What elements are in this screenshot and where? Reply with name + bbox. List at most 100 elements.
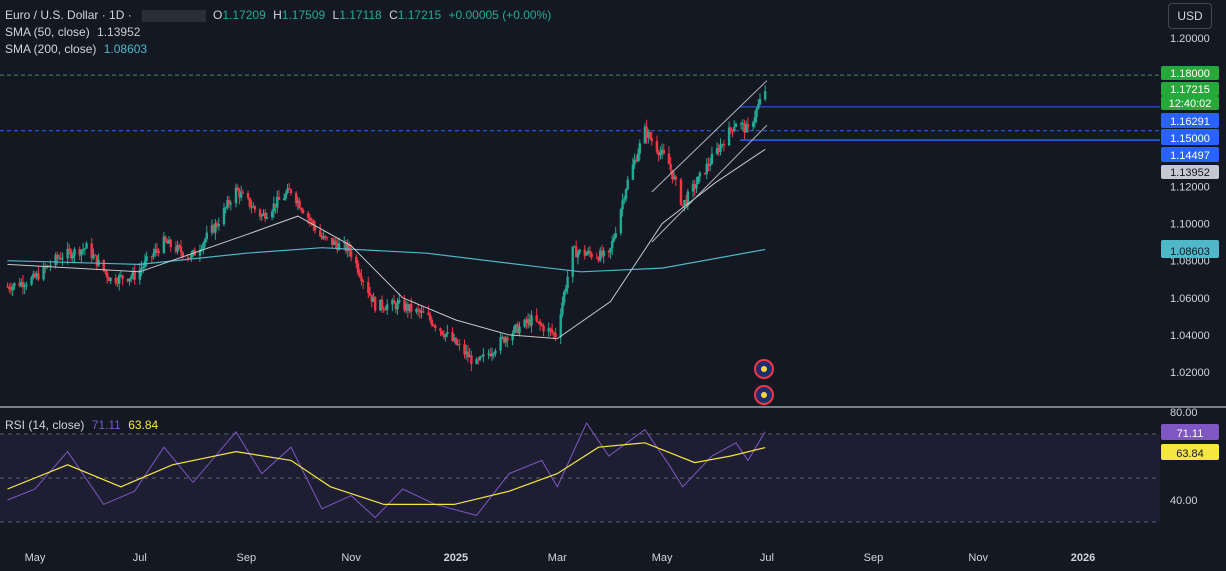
- price-tag-bg: [1161, 165, 1219, 179]
- candle-body: [434, 325, 437, 329]
- sma200-value: 1.08603: [103, 42, 148, 56]
- sma50-legend[interactable]: SMA (50, close) 1.13952: [5, 25, 144, 39]
- candle-body: [145, 256, 148, 261]
- candle-body: [480, 356, 483, 358]
- candle-body: [234, 187, 238, 204]
- currency-button[interactable]: USD: [1168, 3, 1212, 29]
- candle-body: [133, 271, 136, 280]
- channel-line[interactable]: [651, 124, 768, 243]
- candle-body: [128, 278, 131, 282]
- candle-body: [205, 232, 209, 240]
- candle-body: [310, 220, 313, 222]
- candle-body: [361, 281, 365, 283]
- candle-body: [83, 248, 87, 250]
- candle-body: [349, 250, 353, 257]
- candle-body: [93, 254, 97, 256]
- close-label: C: [389, 8, 398, 22]
- candle-body: [430, 319, 434, 326]
- candle-body: [95, 255, 99, 266]
- sma50-line[interactable]: [7, 148, 766, 340]
- candle-body: [514, 324, 518, 327]
- rsi-line[interactable]: [7, 421, 766, 519]
- price-tag-bg: [1161, 147, 1219, 162]
- candle-body: [253, 206, 257, 210]
- candle-body: [298, 200, 301, 209]
- candle-body: [703, 172, 707, 174]
- candle-body: [679, 179, 683, 205]
- candle-body: [442, 334, 446, 338]
- candle-body: [635, 159, 638, 162]
- candle-body: [659, 152, 662, 156]
- candle-body: [288, 188, 291, 190]
- candle-body: [693, 184, 696, 189]
- candle-body: [396, 302, 399, 310]
- candle-body: [130, 276, 133, 279]
- candle-body: [301, 210, 305, 214]
- candle-body: [85, 243, 88, 249]
- candle-body: [331, 237, 334, 245]
- rsi-label: RSI (14, close): [5, 418, 85, 432]
- price-tag-label: 12:40:02: [1169, 98, 1212, 110]
- sma200-line[interactable]: [7, 247, 766, 273]
- sma200-label: SMA (200, close): [5, 42, 97, 56]
- event-flag-star-icon: [761, 392, 767, 398]
- candle-body: [198, 249, 202, 256]
- candle-body: [318, 230, 322, 237]
- candle-body: [511, 333, 514, 341]
- candle-body: [80, 250, 83, 256]
- symbol-name[interactable]: Euro / U.S. Dollar · 1D ·: [5, 8, 132, 22]
- candle-body: [757, 104, 760, 109]
- open-label: O: [213, 8, 223, 22]
- candle-body: [272, 203, 276, 212]
- candle-body: [358, 272, 361, 277]
- candle-body: [607, 250, 611, 253]
- candle-body: [174, 247, 178, 252]
- candle-body: [681, 204, 684, 206]
- candle-body: [710, 153, 714, 165]
- price-tag-label: 1.13952: [1170, 167, 1210, 179]
- candle-body: [755, 108, 758, 118]
- candle-body: [715, 147, 719, 154]
- candle-body: [513, 326, 516, 334]
- candle-body: [468, 355, 471, 358]
- candle-body: [733, 127, 736, 132]
- exchange-redacted: [141, 9, 206, 22]
- rsi-legend[interactable]: RSI (14, close) 71.11 63.84: [5, 418, 162, 432]
- candle-body: [320, 236, 324, 239]
- rsi-y-tick-label: 40.00: [1170, 495, 1198, 507]
- x-tick-label: 2026: [1071, 552, 1095, 564]
- candle-body: [523, 319, 526, 327]
- candle-body: [403, 299, 406, 311]
- change-value: +0.00005 (+0.00%): [448, 8, 552, 22]
- candle-body: [6, 286, 9, 288]
- candle-body: [222, 208, 226, 225]
- candle-body: [585, 253, 588, 256]
- candle-body: [453, 337, 456, 341]
- candle-body: [356, 263, 360, 273]
- candle-body: [325, 237, 329, 239]
- candle-body: [587, 250, 590, 254]
- candle-body: [404, 304, 408, 311]
- sma200-legend[interactable]: SMA (200, close) 1.08603: [5, 42, 151, 56]
- candle-body: [274, 203, 277, 208]
- candle-body: [212, 225, 215, 233]
- candle-body: [250, 206, 253, 208]
- rsi-ma-line[interactable]: [7, 442, 766, 505]
- candle-body: [717, 147, 720, 152]
- candle-body: [489, 353, 492, 356]
- candle-body: [561, 302, 564, 315]
- candle-body: [344, 242, 348, 252]
- price-tag-bg: [1161, 240, 1219, 258]
- candle-body: [456, 344, 459, 346]
- candle-body: [602, 250, 605, 257]
- candle-body: [166, 241, 169, 244]
- candle-body: [549, 328, 552, 330]
- channel-line[interactable]: [651, 80, 768, 193]
- candle-body: [343, 242, 346, 244]
- candle-body: [238, 190, 241, 198]
- candle-body: [289, 189, 293, 193]
- open-value: 1.17209: [222, 8, 266, 22]
- x-tick-label: Sep: [864, 552, 884, 564]
